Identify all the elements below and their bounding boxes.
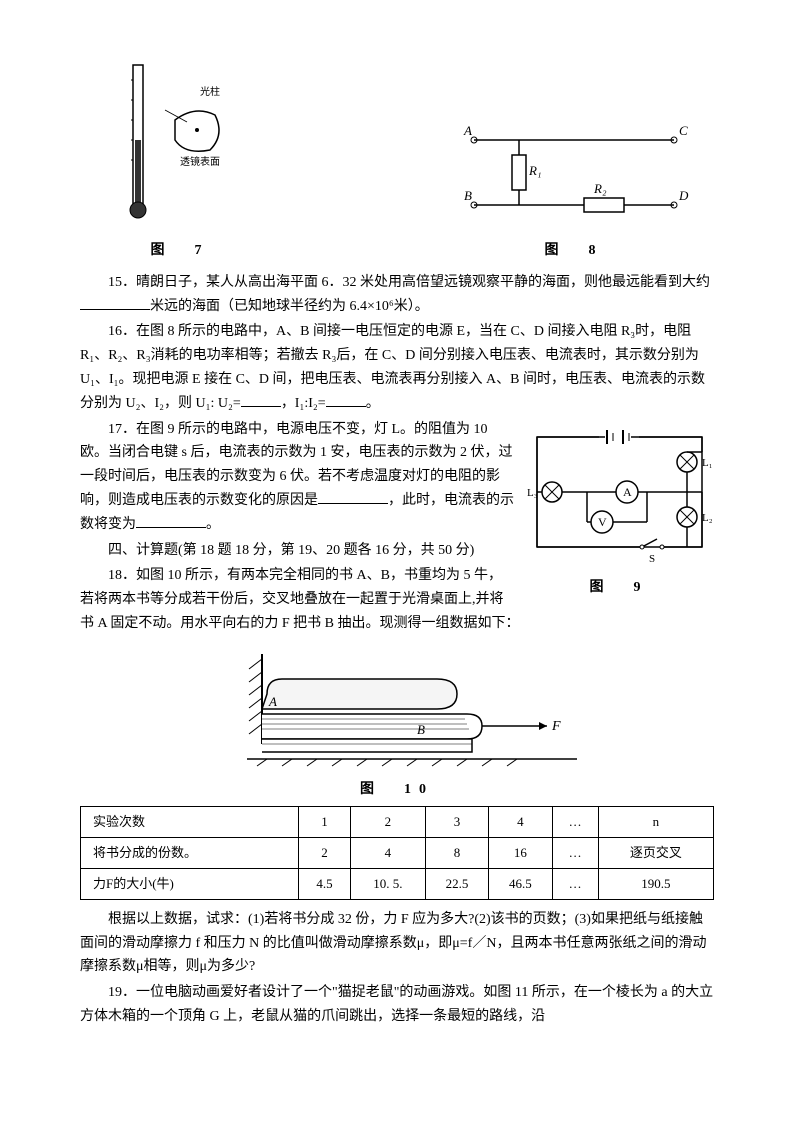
figure-9-svg: L₁ L₂ L₃ A <box>527 422 712 572</box>
question-18-tail: 根据以上数据，试求：(1)若将书分成 32 份，力 F 应为多大?(2)该书的页… <box>80 908 714 979</box>
r1-0: 将书分成的份数。 <box>81 837 299 868</box>
svg-text:L₁: L₁ <box>702 457 712 469</box>
svg-text:A: A <box>463 123 472 138</box>
q15-tail: 米远的海面（已知地球半径约为 6.4×10⁶米）。 <box>150 299 429 314</box>
svg-text:R₁: R₁ <box>528 163 541 178</box>
r1-1: 2 <box>299 837 351 868</box>
figure-7-container: 光柱 透镜表面 图 7 <box>80 60 280 263</box>
question-15: 15．晴朗日子，某人从高出海平面 6．32 米处用高倍望远镜观察平静的海面，则他… <box>80 271 714 319</box>
r2-4: 46.5 <box>489 868 552 899</box>
svg-text:B: B <box>417 722 425 737</box>
figure-8-caption: 图 8 <box>434 239 714 263</box>
svg-text:D: D <box>678 188 689 203</box>
th-3: 3 <box>425 806 488 837</box>
th-5: … <box>552 806 598 837</box>
r2-3: 22.5 <box>425 868 488 899</box>
q15-blank <box>80 296 150 310</box>
top-figures-row: 光柱 透镜表面 图 7 A C R₁ B D R₂ 图 8 <box>80 60 714 263</box>
r1-2: 4 <box>350 837 425 868</box>
experiment-table: 实验次数 1 2 3 4 … n 将书分成的份数。 2 4 8 16 … 逐页交… <box>80 806 714 900</box>
r2-6: 190.5 <box>598 868 713 899</box>
svg-text:S: S <box>649 553 655 565</box>
svg-text:B: B <box>464 188 472 203</box>
svg-text:C: C <box>679 123 688 138</box>
figure-9-caption: 图 9 <box>524 576 714 600</box>
svg-text:A: A <box>623 485 632 499</box>
th-1: 1 <box>299 806 351 837</box>
r1-5: … <box>552 837 598 868</box>
svg-text:L₃: L₃ <box>527 487 538 499</box>
figure-10-caption: 图 10 <box>80 778 714 802</box>
q16-p3: 。 <box>366 396 380 411</box>
figure-8-container: A C R₁ B D R₂ 图 8 <box>434 115 714 263</box>
q15-text: 15．晴朗日子，某人从高出海平面 6．32 米处用高倍望远镜观察平静的海面，则他… <box>108 275 710 290</box>
q16-p2: ，I₁:I₂= <box>281 396 326 411</box>
r2-1: 4.5 <box>299 868 351 899</box>
q16-blank2 <box>326 393 366 407</box>
r2-5: … <box>552 868 598 899</box>
q17-p3: 。 <box>206 517 220 532</box>
svg-text:L₂: L₂ <box>702 512 712 524</box>
fig7-label-surface: 透镜表面 <box>180 155 220 168</box>
q16-blank1 <box>241 393 281 407</box>
th-4: 4 <box>489 806 552 837</box>
figure-8-svg: A C R₁ B D R₂ <box>444 115 704 235</box>
figure-9-container: L₁ L₂ L₃ A <box>524 422 714 600</box>
table-row: 实验次数 1 2 3 4 … n <box>81 806 714 837</box>
th-0: 实验次数 <box>81 806 299 837</box>
r2-2: 10. 5. <box>350 868 425 899</box>
figure-7-caption: 图 7 <box>80 239 280 263</box>
q17-blank2 <box>136 514 206 528</box>
th-6: n <box>598 806 713 837</box>
q17-blank1 <box>318 490 388 504</box>
figure-7-svg: 光柱 透镜表面 <box>105 60 255 235</box>
svg-text:A: A <box>268 694 277 709</box>
r1-6: 逐页交叉 <box>598 837 713 868</box>
r2-0: 力F的大小(牛) <box>81 868 299 899</box>
question-19: 19．一位电脑动画爱好者设计了一个"猫捉老鼠"的动画游戏。如图 11 所示，在一… <box>80 981 714 1029</box>
figure-10-container: A B F 图 10 <box>80 644 714 802</box>
q17-wrap: L₁ L₂ L₃ A <box>80 418 714 636</box>
th-2: 2 <box>350 806 425 837</box>
svg-text:F: F <box>551 719 561 734</box>
table-row: 力F的大小(牛) 4.5 10. 5. 22.5 46.5 … 190.5 <box>81 868 714 899</box>
table-row: 将书分成的份数。 2 4 8 16 … 逐页交叉 <box>81 837 714 868</box>
svg-text:R₂: R₂ <box>593 181 607 196</box>
question-16: 16．在图 8 所示的电路中，A、B 间接一电压恒定的电源 E，当在 C、D 间… <box>80 320 714 415</box>
figure-10-svg: A B F <box>207 644 587 774</box>
fig7-label-optical: 光柱 <box>200 85 220 98</box>
q16-p1: 16．在图 8 所示的电路中，A、B 间接一电压恒定的电源 E，当在 C、D 间… <box>80 324 705 410</box>
svg-text:V: V <box>598 515 607 529</box>
r1-3: 8 <box>425 837 488 868</box>
r1-4: 16 <box>489 837 552 868</box>
